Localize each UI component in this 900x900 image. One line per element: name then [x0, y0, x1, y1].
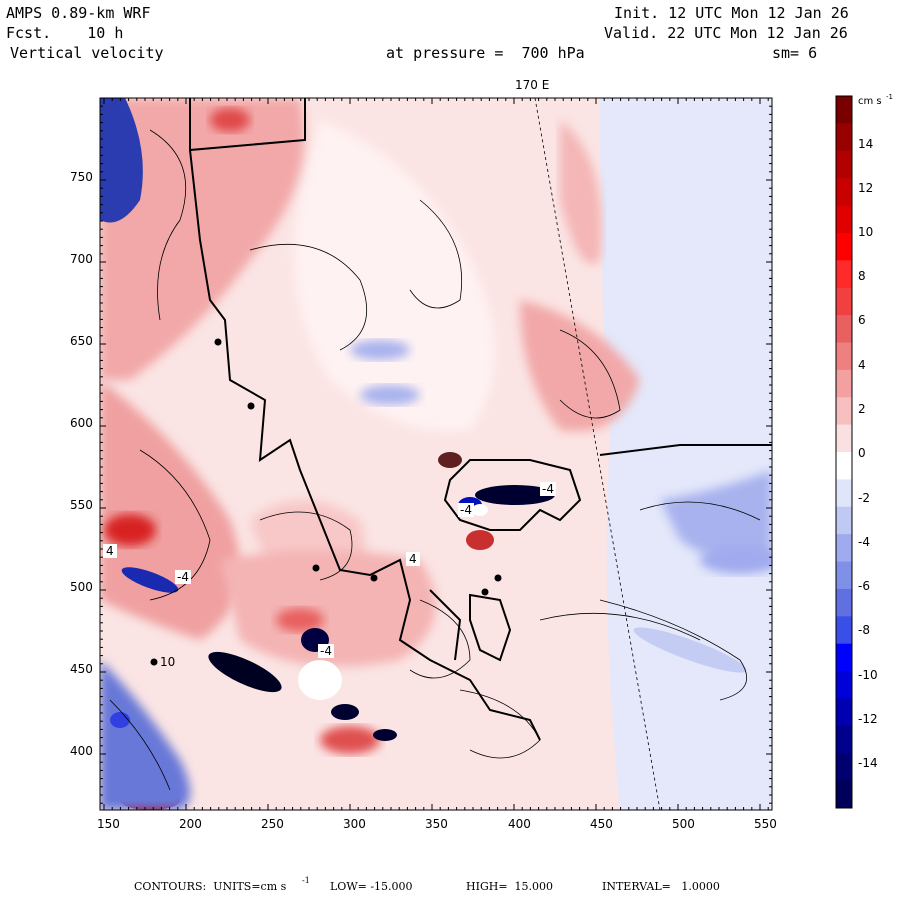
x-tick-label: 200: [179, 817, 202, 831]
colorbar-label: 8: [858, 269, 866, 283]
colorbar-segment: [836, 397, 852, 426]
y-tick-label: 450: [70, 662, 93, 676]
colorbar-segment: [836, 561, 852, 590]
colorbar-label: -2: [858, 491, 870, 505]
colorbar-segment: [836, 369, 852, 398]
y-tick-label: 750: [70, 170, 93, 184]
colorbar-label: -6: [858, 579, 870, 593]
valid-time: Valid. 22 UTC Mon 12 Jan 26: [604, 24, 848, 42]
pressure-level: at pressure = 700 hPa: [386, 44, 585, 62]
colorbar-label: 14: [858, 137, 873, 151]
colorbar-segment: [836, 780, 852, 809]
x-tick-label: 550: [754, 817, 777, 831]
colorbar-segment: [836, 287, 852, 316]
meridian-label: 170 E: [515, 78, 550, 92]
colorbar-segment: [836, 643, 852, 672]
footer-units-exponent: -1: [302, 876, 310, 885]
colorbar-segment: [836, 315, 852, 343]
contour-label: 4: [106, 544, 114, 558]
colorbar-segment: [836, 753, 852, 782]
colorbar-segment: [836, 260, 852, 289]
x-tick-label: 350: [425, 817, 448, 831]
contour-label: 10: [160, 655, 175, 669]
x-tick-label: 150: [97, 817, 120, 831]
y-tick-label: 600: [70, 416, 93, 430]
contour-label: -4: [542, 482, 554, 496]
colorbar: [836, 96, 852, 809]
x-tick-label: 400: [508, 817, 531, 831]
colorbar-label: 4: [858, 358, 866, 372]
x-tick-label: 250: [261, 817, 284, 831]
x-axis-labels: 150 200 250 300 350 400 450 500 550: [97, 817, 777, 831]
colorbar-label: -12: [858, 712, 878, 726]
contour-label: -4: [460, 503, 472, 517]
colorbar-label: -4: [858, 535, 870, 549]
y-tick-label: 500: [70, 580, 93, 594]
colorbar-segment: [836, 616, 852, 645]
y-axis-labels: 750 700 650 600 550 500 450 400: [70, 170, 93, 758]
colorbar-label: -10: [858, 668, 878, 682]
colorbar-segment: [836, 671, 852, 699]
field-name: Vertical velocity: [10, 44, 164, 62]
forecast-hour: Fcst. 10 h: [6, 24, 124, 42]
contour-label: 4: [409, 552, 417, 566]
colorbar-segment: [836, 534, 852, 563]
y-tick-label: 550: [70, 498, 93, 512]
colorbar-segment: [836, 96, 852, 124]
colorbar-label: -8: [858, 623, 870, 637]
colorbar-segment: [836, 452, 852, 480]
colorbar-segment: [836, 725, 852, 754]
contour-labels: -4 -4 -4 -4 4 4 10: [103, 482, 556, 669]
y-tick-label: 700: [70, 252, 93, 266]
y-tick-label: 400: [70, 744, 93, 758]
colorbar-segment: [836, 506, 852, 535]
colorbar-segment: [836, 424, 852, 453]
colorbar-segment: [836, 342, 852, 371]
colorbar-segment: [836, 205, 852, 234]
x-tick-label: 500: [672, 817, 695, 831]
init-time: Init. 12 UTC Mon 12 Jan 26: [614, 4, 849, 22]
smoothing-value: sm= 6: [772, 44, 818, 62]
colorbar-label: 2: [858, 402, 866, 416]
colorbar-segment: [836, 150, 852, 179]
colorbar-units: cm s: [858, 96, 882, 107]
colorbar-segment: [836, 479, 852, 508]
model-title: AMPS 0.89-km WRF: [6, 4, 151, 22]
colorbar-units-exponent: -1: [886, 93, 893, 101]
colorbar-segment: [836, 178, 852, 207]
colorbar-segment: [836, 232, 852, 261]
footer-contours: CONTOURS: UNITS=cm s: [134, 880, 287, 893]
colorbar-label: 12: [858, 181, 873, 195]
colorbar-labels: 14 12 10 8 6 4 2 0 -2 -4 -6 -8 -10 -12 -…: [858, 137, 878, 770]
colorbar-label: 0: [858, 446, 866, 460]
contour-label: -4: [320, 644, 332, 658]
footer-interval: INTERVAL= 1.0000: [602, 880, 720, 893]
x-tick-label: 450: [590, 817, 613, 831]
colorbar-label: -14: [858, 756, 878, 770]
y-tick-label: 650: [70, 334, 93, 348]
contour-label: -4: [177, 570, 189, 584]
colorbar-segment: [836, 698, 852, 727]
footer-high: HIGH= 15.000: [466, 880, 554, 893]
x-tick-label: 300: [343, 817, 366, 831]
footer-low: LOW= -15.000: [330, 880, 413, 893]
colorbar-segment: [836, 588, 852, 617]
colorbar-segment: [836, 123, 852, 152]
colorbar-label: 6: [858, 313, 866, 327]
colorbar-label: 10: [858, 225, 873, 239]
